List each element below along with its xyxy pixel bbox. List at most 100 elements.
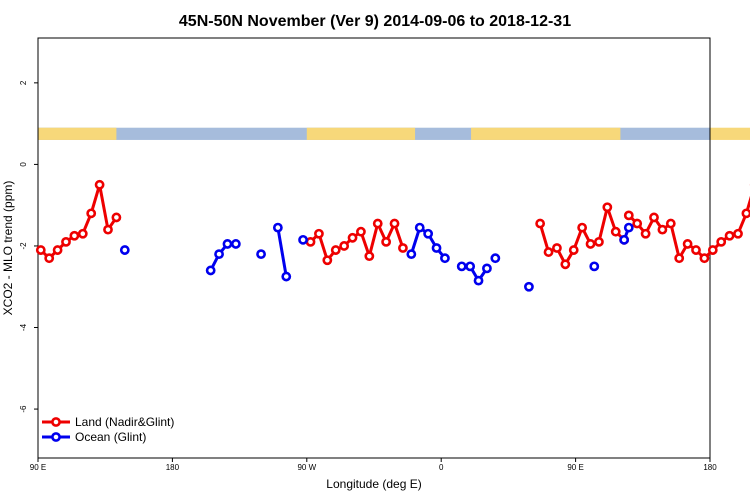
x-tick-label: 0 [439, 463, 444, 472]
data-point [490, 253, 501, 264]
data-point [674, 253, 685, 264]
legend-marker [51, 432, 61, 442]
legend: Land (Nadir&Glint)Ocean (Glint) [42, 415, 174, 444]
data-point [602, 202, 613, 213]
data-point [86, 208, 97, 219]
data-point [347, 232, 358, 243]
y-tick-label: 0 [19, 162, 28, 167]
series-land [35, 179, 750, 270]
data-point [632, 218, 643, 229]
data-point [111, 212, 122, 223]
y-tick-label: -2 [19, 242, 28, 250]
data-point [649, 212, 659, 223]
data-point [610, 226, 621, 237]
chart-title: 45N-50N November (Ver 9) 2014-09-06 to 2… [179, 13, 571, 30]
data-point [724, 230, 735, 241]
x-tick-label: 90 W [297, 463, 316, 472]
data-point [524, 281, 534, 292]
axis-ticks: 90 E 180 90 W 0 90 E 180 2 0 -2 -4 -6 [19, 80, 717, 472]
legend-label: Land (Nadir&Glint) [75, 415, 174, 429]
data-point [543, 247, 554, 257]
y-tick-label: -4 [19, 323, 28, 331]
data-point [568, 245, 579, 255]
x-tick-label: 180 [166, 463, 180, 472]
data-point [406, 249, 417, 260]
y-axis-label: XCO2 - MLO trend (ppm) [1, 181, 15, 316]
x-axis-label: Longitude (deg E) [326, 477, 421, 491]
land-band [471, 127, 621, 140]
series-layer [35, 179, 750, 292]
data-point [473, 275, 484, 286]
land-band [306, 127, 416, 140]
data-point [552, 243, 562, 253]
series-ocean [119, 222, 634, 292]
data-point [623, 222, 634, 233]
legend-label: Ocean (Glint) [75, 430, 146, 444]
data-point [623, 210, 634, 221]
data-point [44, 253, 55, 264]
data-point [423, 228, 434, 239]
data-point [414, 222, 425, 233]
data-point [61, 236, 71, 247]
data-point [94, 179, 105, 190]
data-point [577, 222, 588, 233]
data-point [465, 261, 476, 272]
data-point [256, 249, 266, 260]
y-tick-label: -6 [19, 405, 28, 413]
data-point [214, 249, 224, 260]
x-tick-label: 90 E [30, 463, 46, 472]
data-point [699, 253, 710, 264]
data-point [322, 255, 333, 266]
data-point [230, 239, 241, 249]
data-point [364, 251, 375, 262]
land-band [710, 127, 750, 140]
data-point [52, 245, 63, 255]
data-point [77, 228, 88, 239]
data-point [716, 236, 727, 247]
plot-frame [37, 37, 711, 459]
data-point [482, 263, 492, 274]
data-point [356, 226, 366, 237]
y-tick-label: 2 [19, 80, 28, 85]
x-tick-label: 180 [703, 463, 717, 472]
data-point [535, 218, 546, 229]
legend-marker [51, 417, 61, 427]
data-point [456, 261, 467, 272]
data-point [440, 253, 450, 264]
data-point [640, 228, 651, 239]
data-point [281, 271, 292, 282]
data-point [733, 228, 743, 239]
series-line [276, 227, 288, 277]
data-point [103, 224, 113, 235]
data-point [372, 218, 383, 229]
data-point [594, 236, 604, 247]
data-point [389, 218, 400, 229]
series-line [538, 205, 626, 266]
data-point [205, 265, 216, 276]
data-point [657, 224, 668, 235]
data-point [585, 239, 596, 249]
data-point [682, 239, 693, 249]
data-point [222, 239, 233, 249]
data-point [381, 236, 392, 247]
data-point [119, 245, 130, 255]
data-point [619, 234, 630, 245]
x-tick-label: 90 E [567, 463, 583, 472]
data-point [741, 208, 750, 219]
data-point [272, 222, 283, 233]
series-line [39, 183, 118, 260]
data-point [339, 241, 350, 251]
data-point [330, 245, 341, 255]
data-point [398, 243, 408, 253]
data-point [431, 243, 442, 253]
data-point [560, 259, 571, 270]
data-point [707, 245, 718, 255]
data-point [314, 228, 324, 239]
data-point [69, 230, 80, 241]
land-ocean-strip [38, 127, 750, 140]
data-point [298, 234, 308, 245]
data-point [305, 236, 316, 247]
data-point [665, 218, 676, 229]
data-point [589, 261, 600, 272]
